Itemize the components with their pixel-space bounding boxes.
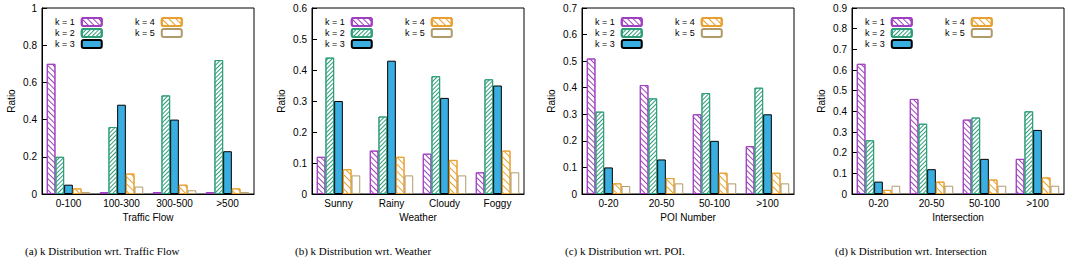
svg-text:0: 0 (301, 189, 307, 200)
svg-text:k = 1: k = 1 (325, 17, 345, 27)
svg-text:(a) k Distribution wrt. Traffi: (a) k Distribution wrt. Traffic Flow (25, 245, 179, 258)
svg-text:k = 2: k = 2 (55, 28, 75, 38)
svg-text:Ratio: Ratio (276, 89, 287, 113)
svg-text:20-50: 20-50 (649, 198, 675, 209)
svg-text:0.2: 0.2 (23, 151, 37, 162)
svg-text:0.7: 0.7 (563, 3, 577, 14)
svg-text:k = 3: k = 3 (865, 39, 885, 49)
svg-text:k = 3: k = 3 (595, 39, 615, 49)
svg-text:Traffic Flow: Traffic Flow (122, 212, 174, 223)
svg-text:k = 4: k = 4 (405, 17, 425, 27)
svg-text:0: 0 (841, 189, 847, 200)
svg-text:k = 1: k = 1 (865, 17, 885, 27)
svg-text:0.4: 0.4 (833, 106, 847, 117)
svg-text:>500: >500 (216, 198, 239, 209)
svg-text:0.5: 0.5 (563, 56, 577, 67)
svg-text:0.8: 0.8 (833, 23, 847, 34)
svg-text:0.2: 0.2 (833, 147, 847, 158)
svg-text:k = 1: k = 1 (595, 17, 615, 27)
svg-text:>100: >100 (1026, 198, 1049, 209)
svg-text:Ratio: Ratio (816, 89, 827, 113)
svg-text:1: 1 (31, 3, 37, 14)
svg-text:k = 3: k = 3 (55, 39, 75, 49)
svg-text:20-50: 20-50 (919, 198, 945, 209)
svg-text:Intersection: Intersection (932, 212, 984, 223)
svg-text:100-300: 100-300 (103, 198, 140, 209)
svg-text:0.9: 0.9 (833, 3, 847, 14)
svg-text:k = 2: k = 2 (865, 28, 885, 38)
svg-text:0.3: 0.3 (293, 96, 307, 107)
svg-text:k = 2: k = 2 (325, 28, 345, 38)
svg-text:k = 4: k = 4 (675, 17, 695, 27)
svg-text:POI Number: POI Number (660, 212, 716, 223)
svg-text:0.3: 0.3 (833, 127, 847, 138)
svg-text:Rainy: Rainy (379, 198, 405, 209)
svg-text:0: 0 (31, 189, 37, 200)
svg-text:0.2: 0.2 (293, 127, 307, 138)
svg-text:0.6: 0.6 (833, 65, 847, 76)
svg-text:Weather: Weather (399, 212, 437, 223)
svg-text:0.5: 0.5 (293, 34, 307, 45)
svg-text:k = 5: k = 5 (945, 28, 965, 38)
svg-text:0: 0 (571, 189, 577, 200)
svg-text:0.6: 0.6 (293, 3, 307, 14)
svg-text:k = 2: k = 2 (595, 28, 615, 38)
svg-text:0.5: 0.5 (833, 85, 847, 96)
svg-text:0.1: 0.1 (833, 168, 847, 179)
svg-text:(c) k Distribution wrt. POI.: (c) k Distribution wrt. POI. (565, 245, 685, 258)
svg-text:>100: >100 (756, 198, 779, 209)
svg-text:0.4: 0.4 (563, 82, 577, 93)
svg-text:0.2: 0.2 (563, 135, 577, 146)
svg-text:k = 5: k = 5 (405, 28, 425, 38)
svg-text:k = 5: k = 5 (675, 28, 695, 38)
svg-text:0.3: 0.3 (563, 109, 577, 120)
svg-text:0.1: 0.1 (293, 158, 307, 169)
svg-text:0.6: 0.6 (563, 29, 577, 40)
svg-text:k = 4: k = 4 (135, 17, 155, 27)
svg-text:0.4: 0.4 (293, 65, 307, 76)
svg-text:(b) k Distribution wrt. Weathe: (b) k Distribution wrt. Weather (295, 245, 431, 258)
svg-text:0-20: 0-20 (598, 198, 618, 209)
svg-text:0.4: 0.4 (23, 114, 37, 125)
svg-text:Cloudy: Cloudy (429, 198, 460, 209)
svg-text:k = 1: k = 1 (55, 17, 75, 27)
svg-text:50-100: 50-100 (699, 198, 731, 209)
svg-text:(d) k Distribution wrt. Inters: (d) k Distribution wrt. Intersection (835, 245, 987, 258)
svg-text:k = 4: k = 4 (945, 17, 965, 27)
svg-text:Foggy: Foggy (484, 198, 512, 209)
svg-text:Sunny: Sunny (324, 198, 352, 209)
svg-text:300-500: 300-500 (156, 198, 193, 209)
svg-text:0-20: 0-20 (868, 198, 888, 209)
svg-text:Ratio: Ratio (546, 89, 557, 113)
svg-text:0-100: 0-100 (56, 198, 82, 209)
svg-text:0.8: 0.8 (23, 40, 37, 51)
svg-text:0.7: 0.7 (833, 44, 847, 55)
svg-text:k = 3: k = 3 (325, 39, 345, 49)
svg-text:Ratio: Ratio (6, 89, 17, 113)
svg-text:0.1: 0.1 (563, 162, 577, 173)
svg-text:0.6: 0.6 (23, 77, 37, 88)
svg-text:k = 5: k = 5 (135, 28, 155, 38)
svg-text:50-100: 50-100 (969, 198, 1001, 209)
